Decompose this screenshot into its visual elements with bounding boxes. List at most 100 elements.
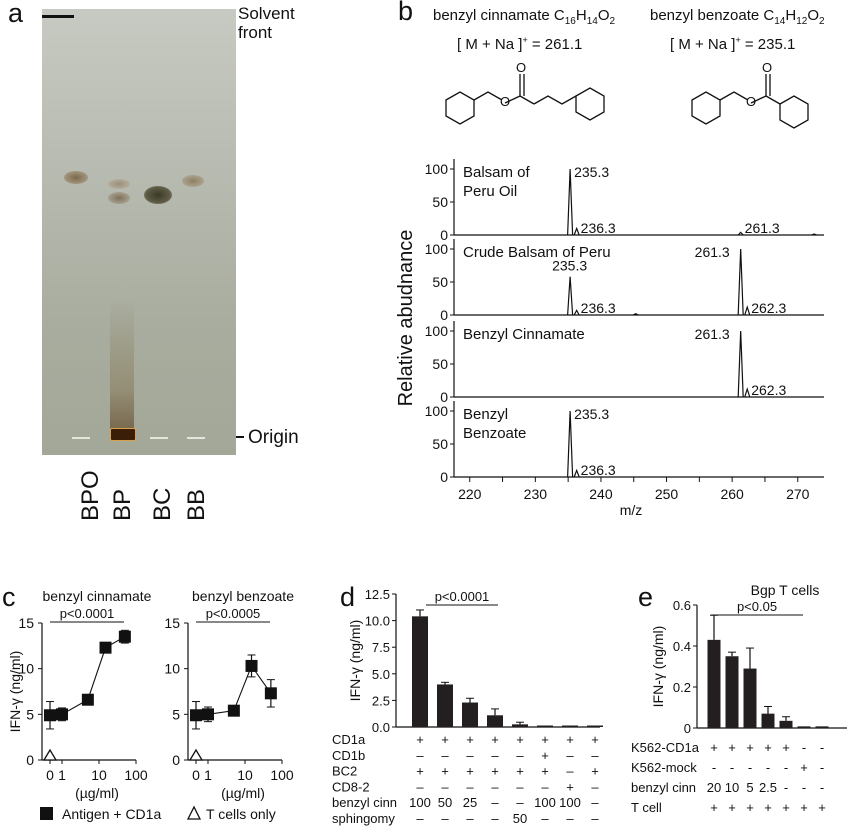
d-cell-3-3: – — [491, 779, 499, 794]
ms-xtick-label-250: 250 — [655, 486, 679, 502]
e-bar-1 — [725, 656, 739, 728]
c-open-triangle-1 — [188, 748, 204, 761]
ms-peak-1-1 — [573, 309, 580, 316]
spot-bpo — [64, 171, 88, 184]
ms-ytick-label-2-100: 100 — [425, 323, 449, 339]
ms-peak-2-1 — [744, 387, 751, 398]
ms-ytick-label-3-100: 100 — [425, 403, 449, 419]
d-cell-0-1: + — [441, 732, 449, 747]
e-cell-0-5: - — [802, 740, 806, 755]
d-cell-5-6: – — [566, 811, 574, 826]
d-ytick-label-7.5: 7.5 — [372, 640, 390, 655]
c-title-0: benzyl cinnamate — [43, 588, 152, 604]
ms-title-0-1: Peru Oil — [463, 183, 517, 200]
d-ylabel: IFN-γ (ng/ml) — [347, 620, 363, 702]
d-cell-4-6: 100 — [559, 795, 581, 810]
e-cell-3-6: + — [818, 800, 826, 815]
svg-text:O: O — [762, 60, 772, 75]
ms-ytick-label-1-0: 0 — [440, 307, 448, 323]
e-cell-1-3: - — [766, 760, 770, 775]
d-bar-6 — [562, 725, 578, 727]
d-cell-4-3: – — [491, 795, 499, 810]
bp-origin-spot — [110, 428, 136, 441]
scale-bar — [42, 15, 74, 18]
e-bar-5 — [797, 726, 811, 728]
e-cell-1-4: - — [784, 760, 788, 775]
ms-peak-1-3 — [737, 248, 744, 316]
d-row-label-4: benzyl cinn — [332, 795, 397, 810]
d-bar-2 — [462, 702, 478, 727]
e-row-label-0: K562-CD1a — [631, 740, 700, 755]
d-cell-0-5: + — [541, 732, 549, 747]
d-cell-0-4: + — [516, 732, 524, 747]
d-row-label-5: sphingomy — [332, 811, 395, 826]
e-cell-2-4: - — [784, 780, 788, 795]
e-row-label-1: K562-mock — [631, 760, 697, 775]
d-cell-4-1: 50 — [438, 795, 452, 810]
d-cell-4-5: 100 — [534, 795, 556, 810]
c-ytick-label-1-0: 0 — [172, 752, 180, 768]
e-cell-3-2: + — [746, 800, 754, 815]
d-cell-2-5: + — [541, 764, 549, 779]
origin-mark-3 — [150, 437, 168, 439]
c-xlabel-0: (µg/ml) — [75, 785, 119, 801]
c-ytick-label-0-10: 10 — [18, 661, 34, 677]
d-ytick-label-12.5: 12.5 — [365, 587, 390, 602]
d-cell-2-0: + — [416, 764, 424, 779]
e-ylabel: IFN-γ (ng/ml) — [650, 626, 666, 708]
lane-label-bpo: BPO — [77, 470, 104, 521]
lane-label-bp: BP — [109, 489, 136, 521]
ms-peak-label-1-4: 262.3 — [751, 300, 786, 316]
ms-title-3-0: Benzyl — [463, 406, 508, 423]
origin-tick — [236, 436, 244, 438]
lane-label-bb: BB — [183, 489, 210, 521]
d-cell-1-3: – — [491, 748, 499, 763]
d-cell-5-5: – — [541, 811, 549, 826]
d-bar-5 — [537, 725, 553, 727]
ms-peak-1-2 — [632, 313, 639, 316]
benzyl-cinnamate-structure — [445, 74, 605, 125]
d-pvalue: p<0.0001 — [435, 589, 490, 604]
ms-ytick-label-2-50: 50 — [432, 356, 448, 372]
c-ylabel-0: IFN-γ (ng/ml) — [7, 651, 23, 733]
ms-ylabel: Relative abudnance — [395, 230, 417, 407]
mass-spectra: 0 50 100 Balsam of Peru Oil 235.3 236.3 261.3 0 5… — [395, 159, 824, 518]
ms-peak-3-1 — [573, 468, 580, 478]
ms-ytick-label-3-0: 0 — [440, 469, 448, 485]
spot-bb — [182, 175, 204, 187]
bp-streak — [110, 299, 134, 429]
c-xtick-label-0-2: 10 — [91, 767, 107, 783]
d-cell-3-6: + — [566, 779, 574, 794]
e-bar-0 — [707, 639, 721, 728]
d-cell-3-5: – — [541, 779, 549, 794]
spot-bc — [144, 186, 172, 204]
ms-peak-1-0 — [567, 276, 574, 316]
panel-d-label: d — [340, 582, 356, 612]
e-row-label-3: T cell — [631, 800, 662, 815]
e-cell-1-2: - — [748, 760, 752, 775]
d-cell-5-0: – — [416, 811, 424, 826]
lane-label-bc: BC — [149, 488, 176, 521]
ms-peak-label-1-0: 235.3 — [552, 258, 587, 274]
c-ytick-label-0-15: 15 — [18, 615, 34, 631]
ms-title-1-0: Crude Balsam of Peru — [463, 244, 611, 261]
e-cell-3-3: + — [764, 800, 772, 815]
c-point-0-3 — [99, 641, 112, 654]
ms-peak-0-1 — [573, 226, 580, 236]
c-point-1-1 — [202, 708, 214, 721]
benzyl-benzoate-structure — [691, 74, 809, 129]
c-xtick-label-0-3: 100 — [124, 767, 148, 783]
d-cell-2-2: + — [466, 764, 474, 779]
ms-peak-label-1-3: 261.3 — [695, 244, 730, 260]
ms-title-2-0: Benzyl Cinnamate — [463, 326, 585, 343]
d-cell-4-7: – — [591, 795, 599, 810]
d-ytick-label-2.5: 2.5 — [372, 693, 390, 708]
c-ytick-label-0-0: 0 — [26, 752, 34, 768]
d-cell-3-1: – — [441, 779, 449, 794]
e-cell-0-6: - — [820, 740, 824, 755]
panel-c-label: c — [2, 582, 16, 612]
c-xtick-label-1-0: 0 — [192, 767, 200, 783]
d-cell-2-7: + — [591, 764, 599, 779]
c-point-0-0 — [44, 709, 56, 722]
